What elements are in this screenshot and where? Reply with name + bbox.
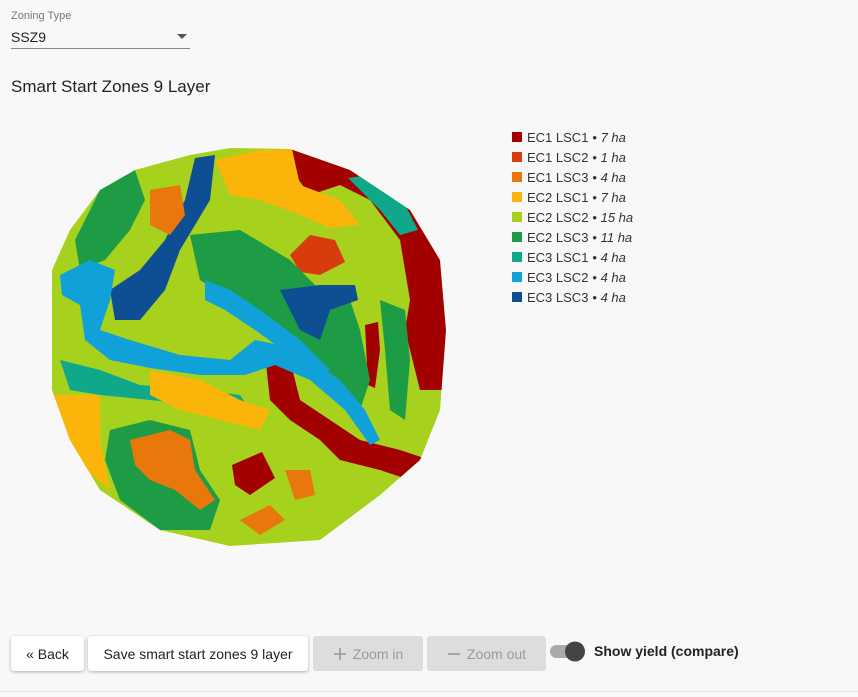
zone-area — [52, 395, 110, 490]
zone-area — [292, 149, 446, 390]
zone-map — [52, 148, 446, 546]
legend-name: EC1 LSC1 — [527, 129, 589, 145]
legend-name: EC3 LSC2 — [527, 269, 589, 285]
legend-area: 4 ha — [592, 250, 626, 265]
legend-name: EC1 LSC3 — [527, 169, 589, 185]
field-underline — [11, 48, 190, 49]
legend-name: EC3 LSC1 — [527, 249, 589, 265]
zone-area — [215, 149, 360, 228]
back-button[interactable]: « Back — [11, 636, 84, 671]
legend-name: EC2 LSC3 — [527, 229, 589, 245]
legend-area: 7 ha — [592, 190, 626, 205]
legend-swatch — [512, 272, 522, 282]
zone-area — [75, 170, 145, 270]
zone-area — [150, 185, 185, 235]
legend-name: EC1 LSC2 — [527, 149, 589, 165]
zone-area — [232, 452, 275, 495]
zoom-out-label: Zoom out — [466, 645, 527, 662]
save-button[interactable]: Save smart start zones 9 layer — [88, 636, 308, 671]
legend-item: EC2 LSC17 ha — [512, 187, 633, 207]
legend-name: EC3 LSC3 — [527, 289, 589, 305]
legend-area: 7 ha — [592, 130, 626, 145]
zone-area — [290, 235, 345, 275]
zoom-in-label: Zoom in — [352, 645, 404, 662]
zone-area — [110, 155, 215, 320]
legend-item: EC2 LSC311 ha — [512, 227, 633, 247]
legend-item: EC3 LSC14 ha — [512, 247, 633, 267]
field-value[interactable]: SSZ9 — [11, 29, 47, 45]
zoom-out-button[interactable]: Zoom out — [427, 636, 546, 671]
legend-area: 1 ha — [592, 150, 626, 165]
zone-area — [150, 370, 270, 430]
legend-item: EC1 LSC17 ha — [512, 127, 633, 147]
zone-area — [365, 322, 380, 388]
zone-area — [60, 260, 380, 445]
legend-name: EC2 LSC2 — [527, 209, 589, 225]
zone-area — [348, 175, 418, 235]
legend-swatch — [512, 132, 522, 142]
zone-area — [280, 285, 358, 340]
legend-swatch — [512, 172, 522, 182]
legend-area: 4 ha — [592, 170, 626, 185]
legend-area: 4 ha — [592, 270, 626, 285]
toggle-knob — [565, 641, 585, 662]
legend-area: 15 ha — [592, 210, 634, 225]
dropdown-arrow[interactable] — [177, 34, 187, 39]
zone-area — [240, 505, 285, 535]
legend-name: EC2 LSC1 — [527, 189, 589, 205]
legend-item: EC1 LSC21 ha — [512, 147, 633, 167]
toggle-label: Show yield (compare) — [594, 643, 739, 659]
legend-swatch — [512, 192, 522, 202]
minus-icon — [447, 652, 460, 655]
legend-swatch — [512, 152, 522, 162]
legend-item: EC3 LSC34 ha — [512, 287, 633, 307]
divider — [0, 691, 858, 692]
field-label: Zoning Type — [11, 10, 72, 22]
legend-swatch — [512, 252, 522, 262]
zone-area — [130, 430, 215, 510]
zone-area — [265, 355, 430, 480]
legend-item: EC2 LSC215 ha — [512, 207, 633, 227]
legend-area: 4 ha — [592, 290, 626, 305]
zone-area — [285, 470, 315, 500]
zoom-in-button[interactable]: Zoom in — [313, 636, 423, 671]
toggle-switch[interactable] — [548, 640, 588, 662]
legend-item: EC1 LSC34 ha — [512, 167, 633, 187]
zone-area — [380, 300, 410, 420]
layer-title: Smart Start Zones 9 Layer — [11, 77, 211, 96]
legend-swatch — [512, 232, 522, 242]
plus-icon — [333, 647, 346, 660]
legend-swatch — [512, 292, 522, 302]
legend-area: 11 ha — [592, 230, 633, 245]
legend-swatch — [512, 212, 522, 222]
zone-area — [205, 280, 330, 375]
legend-item: EC3 LSC24 ha — [512, 267, 633, 287]
